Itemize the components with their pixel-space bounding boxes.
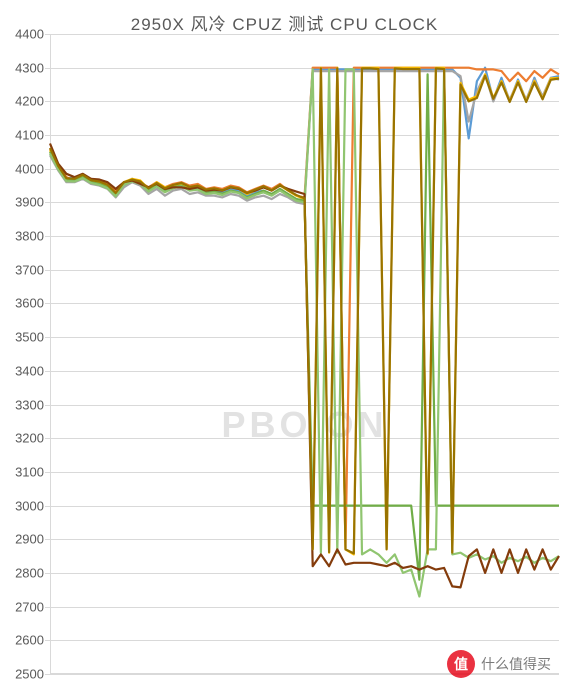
- y-tick-label: 3300: [15, 397, 44, 412]
- y-tick-label: 4000: [15, 161, 44, 176]
- series-line: [50, 68, 559, 550]
- y-tick-label: 3500: [15, 330, 44, 345]
- chart-lines: [50, 34, 559, 674]
- y-tick-label: 4300: [15, 60, 44, 75]
- y-tick-label: 2800: [15, 565, 44, 580]
- y-tick-label: 4200: [15, 94, 44, 109]
- y-tick: [45, 674, 50, 675]
- y-tick-label: 3800: [15, 229, 44, 244]
- y-tick-label: 3700: [15, 262, 44, 277]
- y-tick-label: 2900: [15, 532, 44, 547]
- y-tick-label: 2600: [15, 633, 44, 648]
- y-tick-label: 4400: [15, 27, 44, 42]
- watermark-badge: 值 什么值得买: [447, 650, 551, 678]
- chart-title: 2950X 风冷 CPUZ 测试 CPU CLOCK: [0, 10, 569, 35]
- series-line: [50, 74, 559, 579]
- series-line: [50, 68, 559, 555]
- y-tick-label: 3600: [15, 296, 44, 311]
- y-tick-label: 3100: [15, 464, 44, 479]
- badge-label: 什么值得买: [481, 654, 551, 674]
- chart-container: 2950X 风冷 CPUZ 测试 CPU CLOCK 2500 2600 2700 2…: [0, 0, 569, 692]
- y-tick-label: 2500: [15, 667, 44, 682]
- series-line: [50, 69, 559, 596]
- y-tick-label: 3900: [15, 195, 44, 210]
- plot-area: PBO ON: [50, 34, 559, 674]
- y-tick-label: 2700: [15, 599, 44, 614]
- badge-icon: 值: [447, 650, 475, 678]
- y-tick-label: 4100: [15, 128, 44, 143]
- y-tick-label: 3400: [15, 363, 44, 378]
- y-tick-label: 3000: [15, 498, 44, 513]
- series-line: [50, 68, 559, 553]
- y-axis-labels: 2500260027002800290030003100320033003400…: [0, 34, 48, 674]
- y-tick-label: 3200: [15, 431, 44, 446]
